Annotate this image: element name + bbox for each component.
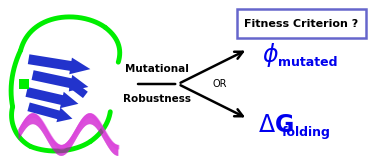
Polygon shape	[28, 103, 73, 122]
FancyBboxPatch shape	[237, 9, 366, 38]
Text: $\phi$: $\phi$	[262, 41, 279, 69]
Polygon shape	[25, 87, 78, 108]
Text: Mutational: Mutational	[125, 64, 189, 74]
Polygon shape	[68, 81, 88, 98]
Text: mutated: mutated	[278, 56, 337, 69]
Text: Fitness Criterion ?: Fitness Criterion ?	[245, 19, 359, 29]
Text: OR: OR	[213, 79, 227, 89]
Text: Robustness: Robustness	[123, 94, 191, 104]
Text: $\Delta$G: $\Delta$G	[258, 113, 294, 137]
Polygon shape	[28, 54, 90, 74]
Text: folding: folding	[282, 126, 330, 139]
Bar	[19, 79, 29, 89]
Polygon shape	[31, 70, 88, 91]
